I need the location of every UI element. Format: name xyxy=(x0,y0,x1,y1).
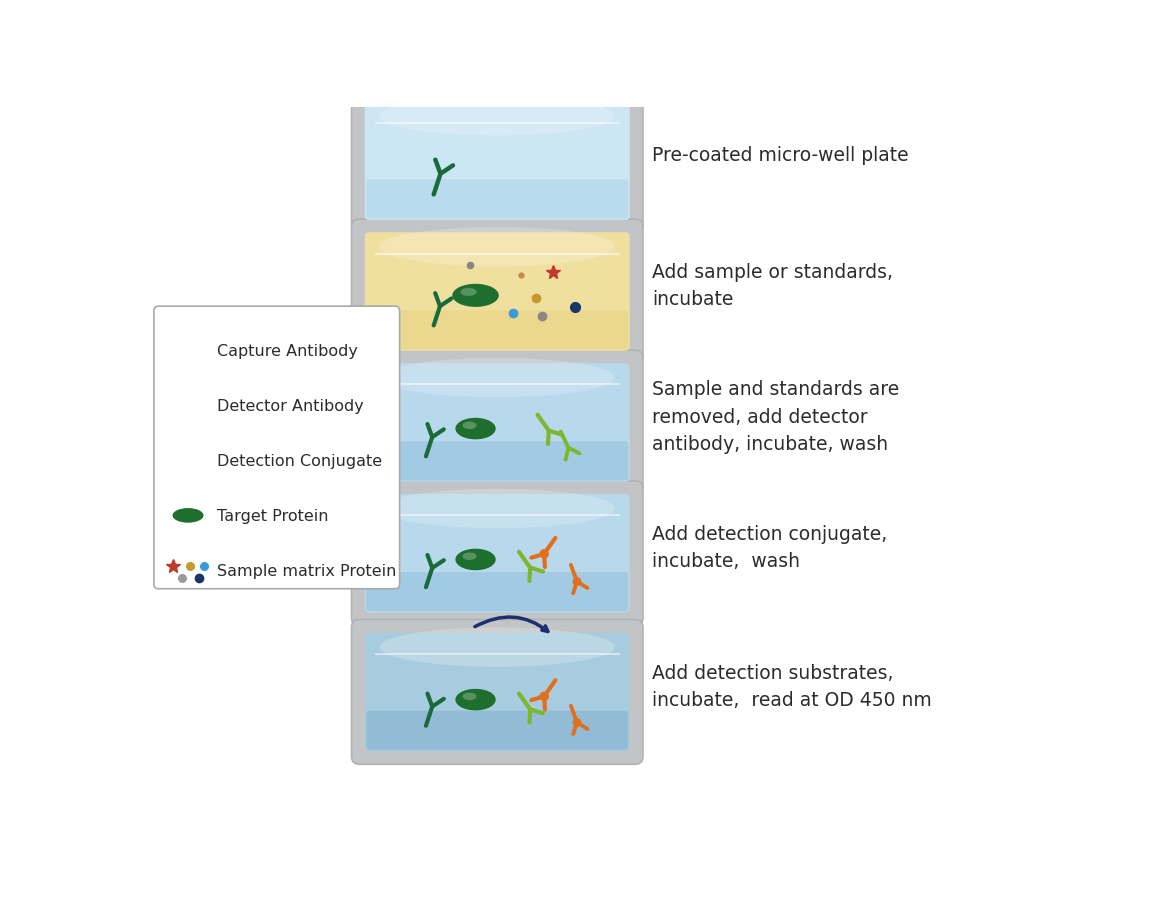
Ellipse shape xyxy=(379,97,614,136)
FancyBboxPatch shape xyxy=(364,364,629,482)
FancyBboxPatch shape xyxy=(364,495,629,613)
Text: Add detection conjugate,
incubate,  wash: Add detection conjugate, incubate, wash xyxy=(653,525,887,571)
Text: Detection Conjugate: Detection Conjugate xyxy=(216,453,382,469)
Text: Capture Antibody: Capture Antibody xyxy=(216,344,358,358)
FancyBboxPatch shape xyxy=(352,89,643,234)
Text: Target Protein: Target Protein xyxy=(216,508,329,524)
FancyBboxPatch shape xyxy=(367,711,628,749)
FancyBboxPatch shape xyxy=(352,350,643,495)
FancyBboxPatch shape xyxy=(367,573,628,611)
Text: Detector Antibody: Detector Antibody xyxy=(216,399,363,414)
Text: Sample and standards are
removed, add detector
antibody, incubate, wash: Sample and standards are removed, add de… xyxy=(653,380,899,453)
Ellipse shape xyxy=(463,693,477,701)
FancyBboxPatch shape xyxy=(154,307,399,589)
Ellipse shape xyxy=(452,284,499,308)
FancyBboxPatch shape xyxy=(367,311,628,349)
FancyBboxPatch shape xyxy=(364,102,629,220)
Ellipse shape xyxy=(379,228,614,267)
Ellipse shape xyxy=(379,358,614,398)
Ellipse shape xyxy=(460,289,477,296)
Ellipse shape xyxy=(379,489,614,528)
FancyBboxPatch shape xyxy=(364,633,629,751)
Ellipse shape xyxy=(463,422,477,430)
FancyBboxPatch shape xyxy=(364,233,629,351)
Circle shape xyxy=(573,578,581,586)
FancyBboxPatch shape xyxy=(367,442,628,480)
Text: Add detection substrates,
incubate,  read at OD 450 nm: Add detection substrates, incubate, read… xyxy=(653,663,933,709)
Ellipse shape xyxy=(463,553,477,561)
Circle shape xyxy=(573,719,581,726)
Text: Add sample or standards,
incubate: Add sample or standards, incubate xyxy=(653,263,893,309)
FancyBboxPatch shape xyxy=(352,619,643,765)
Circle shape xyxy=(540,550,548,558)
FancyBboxPatch shape xyxy=(367,181,628,219)
Text: Sample matrix Protein: Sample matrix Protein xyxy=(216,563,396,578)
Ellipse shape xyxy=(379,628,614,667)
Text: Pre-coated micro-well plate: Pre-coated micro-well plate xyxy=(653,145,909,164)
Ellipse shape xyxy=(456,418,495,440)
Circle shape xyxy=(540,693,548,701)
Circle shape xyxy=(185,455,191,461)
FancyBboxPatch shape xyxy=(352,220,643,365)
FancyBboxPatch shape xyxy=(352,481,643,626)
Ellipse shape xyxy=(456,549,495,571)
Ellipse shape xyxy=(456,689,495,711)
Ellipse shape xyxy=(172,508,204,523)
